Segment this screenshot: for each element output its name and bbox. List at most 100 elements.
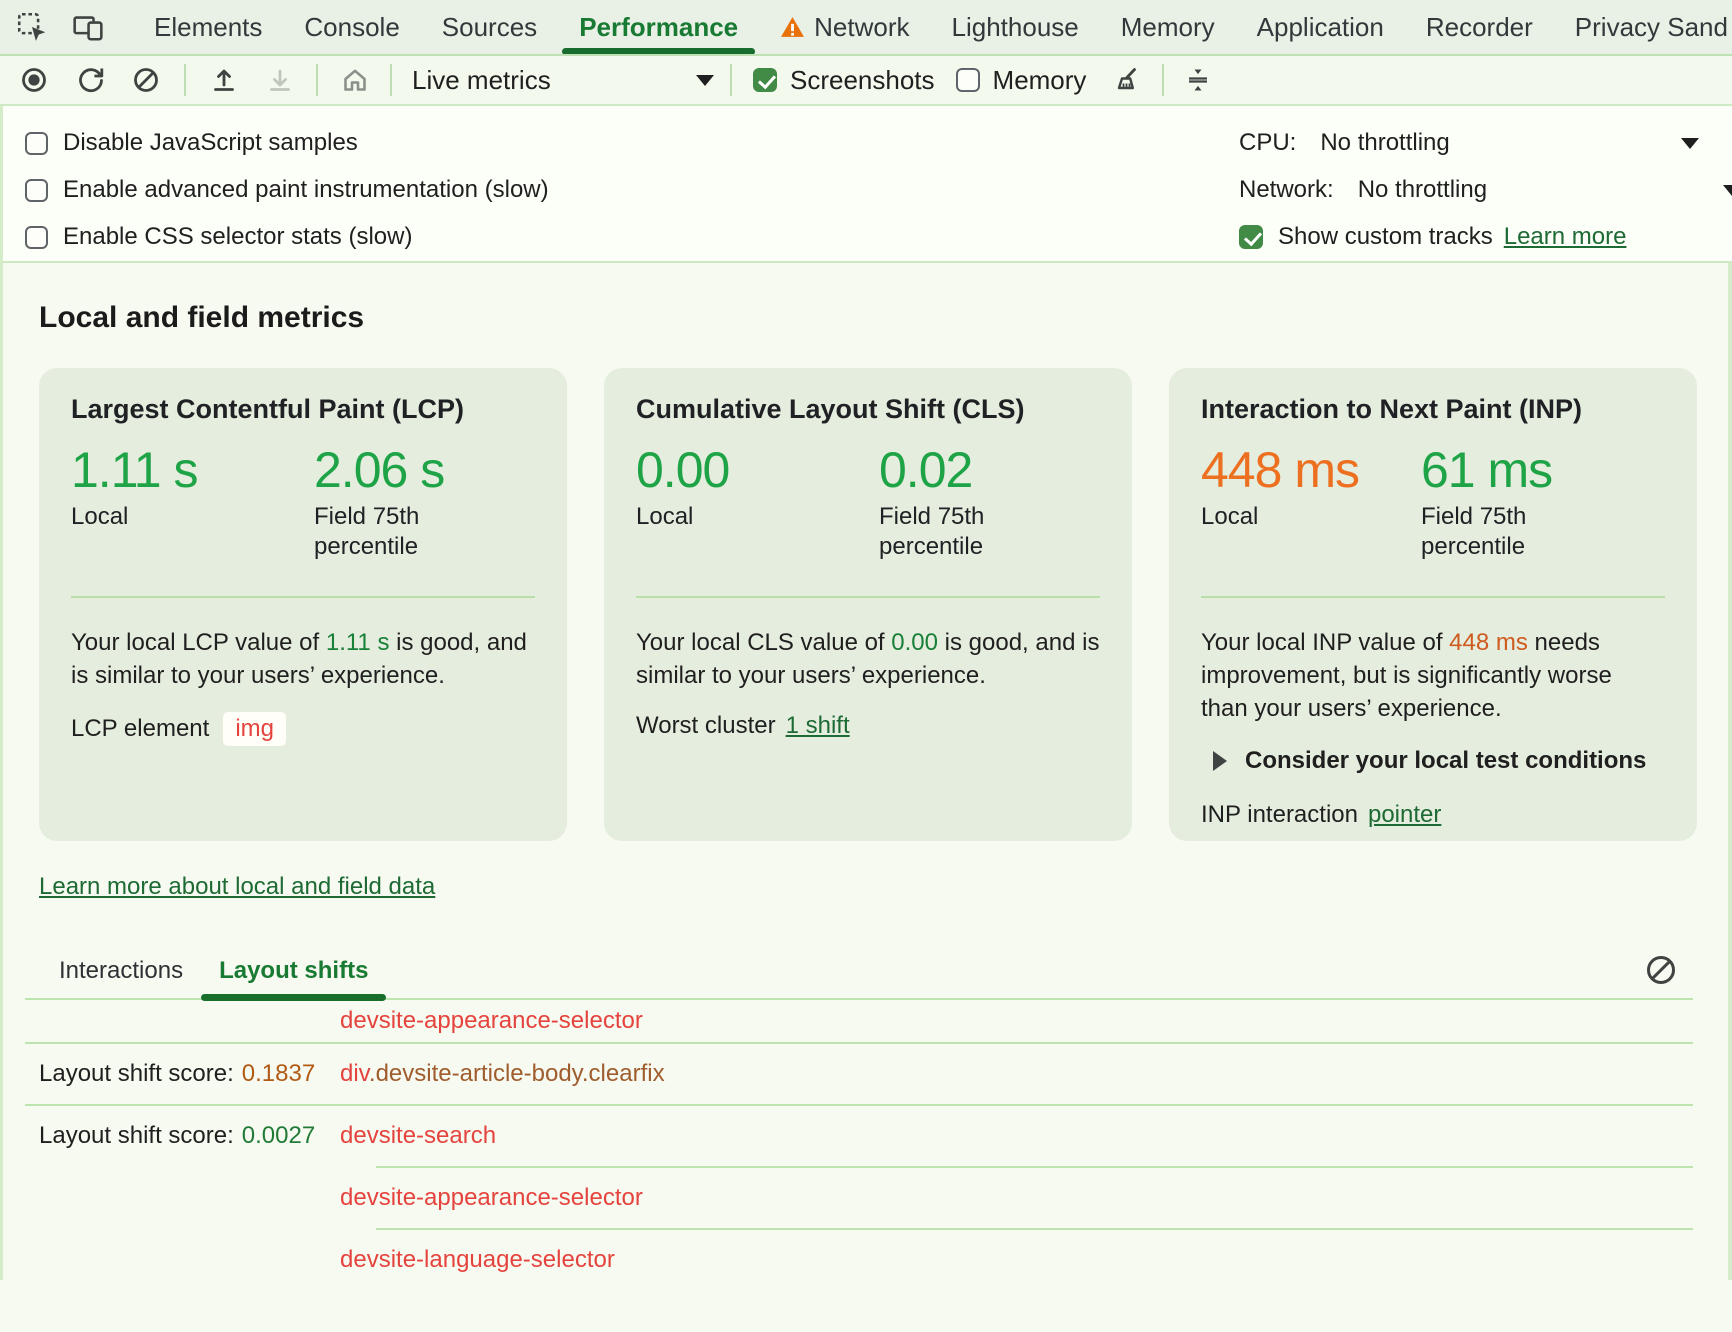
shift-score: 0.1837 [241,1060,316,1087]
tab-label: Memory [1120,11,1215,42]
device-toolbar-icon[interactable] [73,12,103,42]
network-label: Network: [1239,176,1334,203]
field-label: Field 75th percentile [1421,503,1527,560]
tab-privacy-sandbox[interactable]: Privacy Sand [1554,0,1732,54]
network-throttling-select[interactable]: Network: No throttling [1239,174,1487,206]
live-metrics-view: Local and field metrics Largest Contentf… [0,263,1732,1280]
shift-element[interactable]: devsite-search [340,1122,497,1149]
section-heading: Local and field metrics [39,301,365,334]
card-title: Largest Contentful Paint (LCP) [71,394,464,424]
divider [184,64,186,96]
tab-recorder[interactable]: Recorder [1405,0,1554,54]
garbage-collect-icon[interactable] [1112,66,1140,94]
advanced-paint-checkbox[interactable] [25,178,48,202]
cpu-throttling-select[interactable]: CPU: No throttling [1239,127,1450,159]
card-divider [1201,596,1665,598]
panel-mode-select[interactable]: Live metrics [412,65,714,96]
layout-shift-row: Layout shift score: 0.1837 div.devsite-ar… [3,1044,1728,1104]
tab-label: Layout shifts [219,956,369,984]
tab-elements[interactable]: Elements [133,0,283,54]
record-icon[interactable] [20,66,48,94]
chevron-down-icon[interactable] [1723,185,1732,196]
lcp-description: Your local LCP value of 1.11 s is good, … [71,629,527,689]
lcp-element-label: LCP element [71,715,210,742]
card-title: Interaction to Next Paint (INP) [1201,394,1583,424]
upload-profile-icon[interactable] [210,66,238,94]
css-selector-stats-option[interactable]: Enable CSS selector stats (slow) [25,221,412,253]
devtools-tab-bar: Elements Console Sources Performance Net… [0,0,1732,56]
tab-label: Console [304,11,400,42]
network-value: No throttling [1357,176,1488,203]
log-tab-bar: Interactions Layout shifts [3,943,1728,1001]
tab-label: Recorder [1425,11,1533,42]
cpu-label: CPU: [1239,129,1297,156]
tab-memory[interactable]: Memory [1100,0,1236,54]
disable-js-samples-checkbox[interactable] [25,131,48,155]
cls-local-value: 0.00 [636,442,730,498]
tab-performance[interactable]: Performance [558,0,759,54]
tab-console[interactable]: Console [283,0,420,54]
shift-element[interactable]: devsite-appearance-selector [340,1007,643,1034]
lcp-local-value: 1.11 s [71,442,199,498]
tab-label: Sources [441,11,538,42]
divider [25,998,1693,1000]
local-label: Local [1201,503,1259,530]
tab-interactions[interactable]: Interactions [41,943,201,998]
inp-interaction-label: INP interaction [1201,801,1358,828]
memory-label: Memory [992,64,1087,95]
screenshots-label: Screenshots [790,64,935,95]
inp-local-value: 448 ms [1201,442,1360,498]
reload-record-icon[interactable] [77,66,105,94]
learn-more-link[interactable]: Learn more [1503,223,1627,250]
lcp-card: Largest Contentful Paint (LCP) 1.11 s Lo… [39,368,567,841]
tab-lighthouse[interactable]: Lighthouse [931,0,1100,54]
memory-checkbox[interactable] [955,68,980,92]
shift-element[interactable]: div.devsite-article-body.clearfix [340,1060,665,1087]
inp-field-value: 61 ms [1421,442,1553,498]
chevron-down-icon[interactable] [1681,138,1699,149]
show-custom-tracks-checkbox[interactable] [1239,225,1263,249]
divider [1162,64,1165,96]
inp-description: Your local INP value of 448 ms needs imp… [1201,629,1612,722]
clear-log-icon[interactable] [1644,953,1678,987]
tab-label: Privacy Sand [1574,11,1728,42]
inspect-element-icon[interactable] [17,12,47,42]
shift-element[interactable]: devsite-appearance-selector [340,1184,643,1211]
screenshots-checkbox[interactable] [753,68,777,92]
option-label: Enable advanced paint instrumentation (s… [63,176,549,203]
capture-settings: Disable JavaScript samples Enable advanc… [0,106,1732,263]
lcp-field-value: 2.06 s [314,442,445,498]
advanced-paint-option[interactable]: Enable advanced paint instrumentation (s… [25,174,549,206]
shift-element[interactable]: devsite-language-selector [340,1246,615,1273]
tab-label: Network [814,11,910,42]
disclosure-triangle-icon [1213,751,1227,771]
learn-more-field-data-link[interactable]: Learn more about local and field data [39,873,436,900]
show-custom-tracks-option[interactable]: Show custom tracks Learn more [1239,221,1626,253]
inp-inline-value: 448 ms [1449,629,1528,656]
tab-network[interactable]: Network [759,0,930,54]
inp-card: Interaction to Next Paint (INP) 448 ms L… [1169,368,1697,841]
card-title: Cumulative Layout Shift (CLS) [636,394,1025,424]
inp-interaction-link[interactable]: pointer [1367,801,1442,828]
chevron-down-icon [696,74,714,86]
divider [25,1104,1693,1106]
warning-icon [780,15,805,40]
home-icon[interactable] [341,66,369,94]
worst-cluster-link[interactable]: 1 shift [785,712,850,739]
download-profile-icon[interactable] [266,66,294,94]
clear-icon[interactable] [132,66,160,94]
card-divider [71,596,535,598]
local-test-conditions-disclosure[interactable]: Consider your local test conditions [1201,747,1665,775]
tab-application[interactable]: Application [1236,0,1405,54]
disable-js-samples-option[interactable]: Disable JavaScript samples [25,127,358,159]
lcp-element-link[interactable]: img [223,712,286,746]
cls-card: Cumulative Layout Shift (CLS) 0.00 Local… [604,368,1132,841]
cls-inline-value: 0.00 [891,629,938,656]
tab-layout-shifts[interactable]: Layout shifts [201,943,387,1001]
divider [376,1166,1693,1168]
collapse-icon[interactable] [1184,66,1212,94]
tab-sources[interactable]: Sources [421,0,558,54]
cpu-value: No throttling [1320,129,1450,156]
cls-field-value: 0.02 [879,442,973,498]
css-selector-stats-checkbox[interactable] [25,225,48,249]
